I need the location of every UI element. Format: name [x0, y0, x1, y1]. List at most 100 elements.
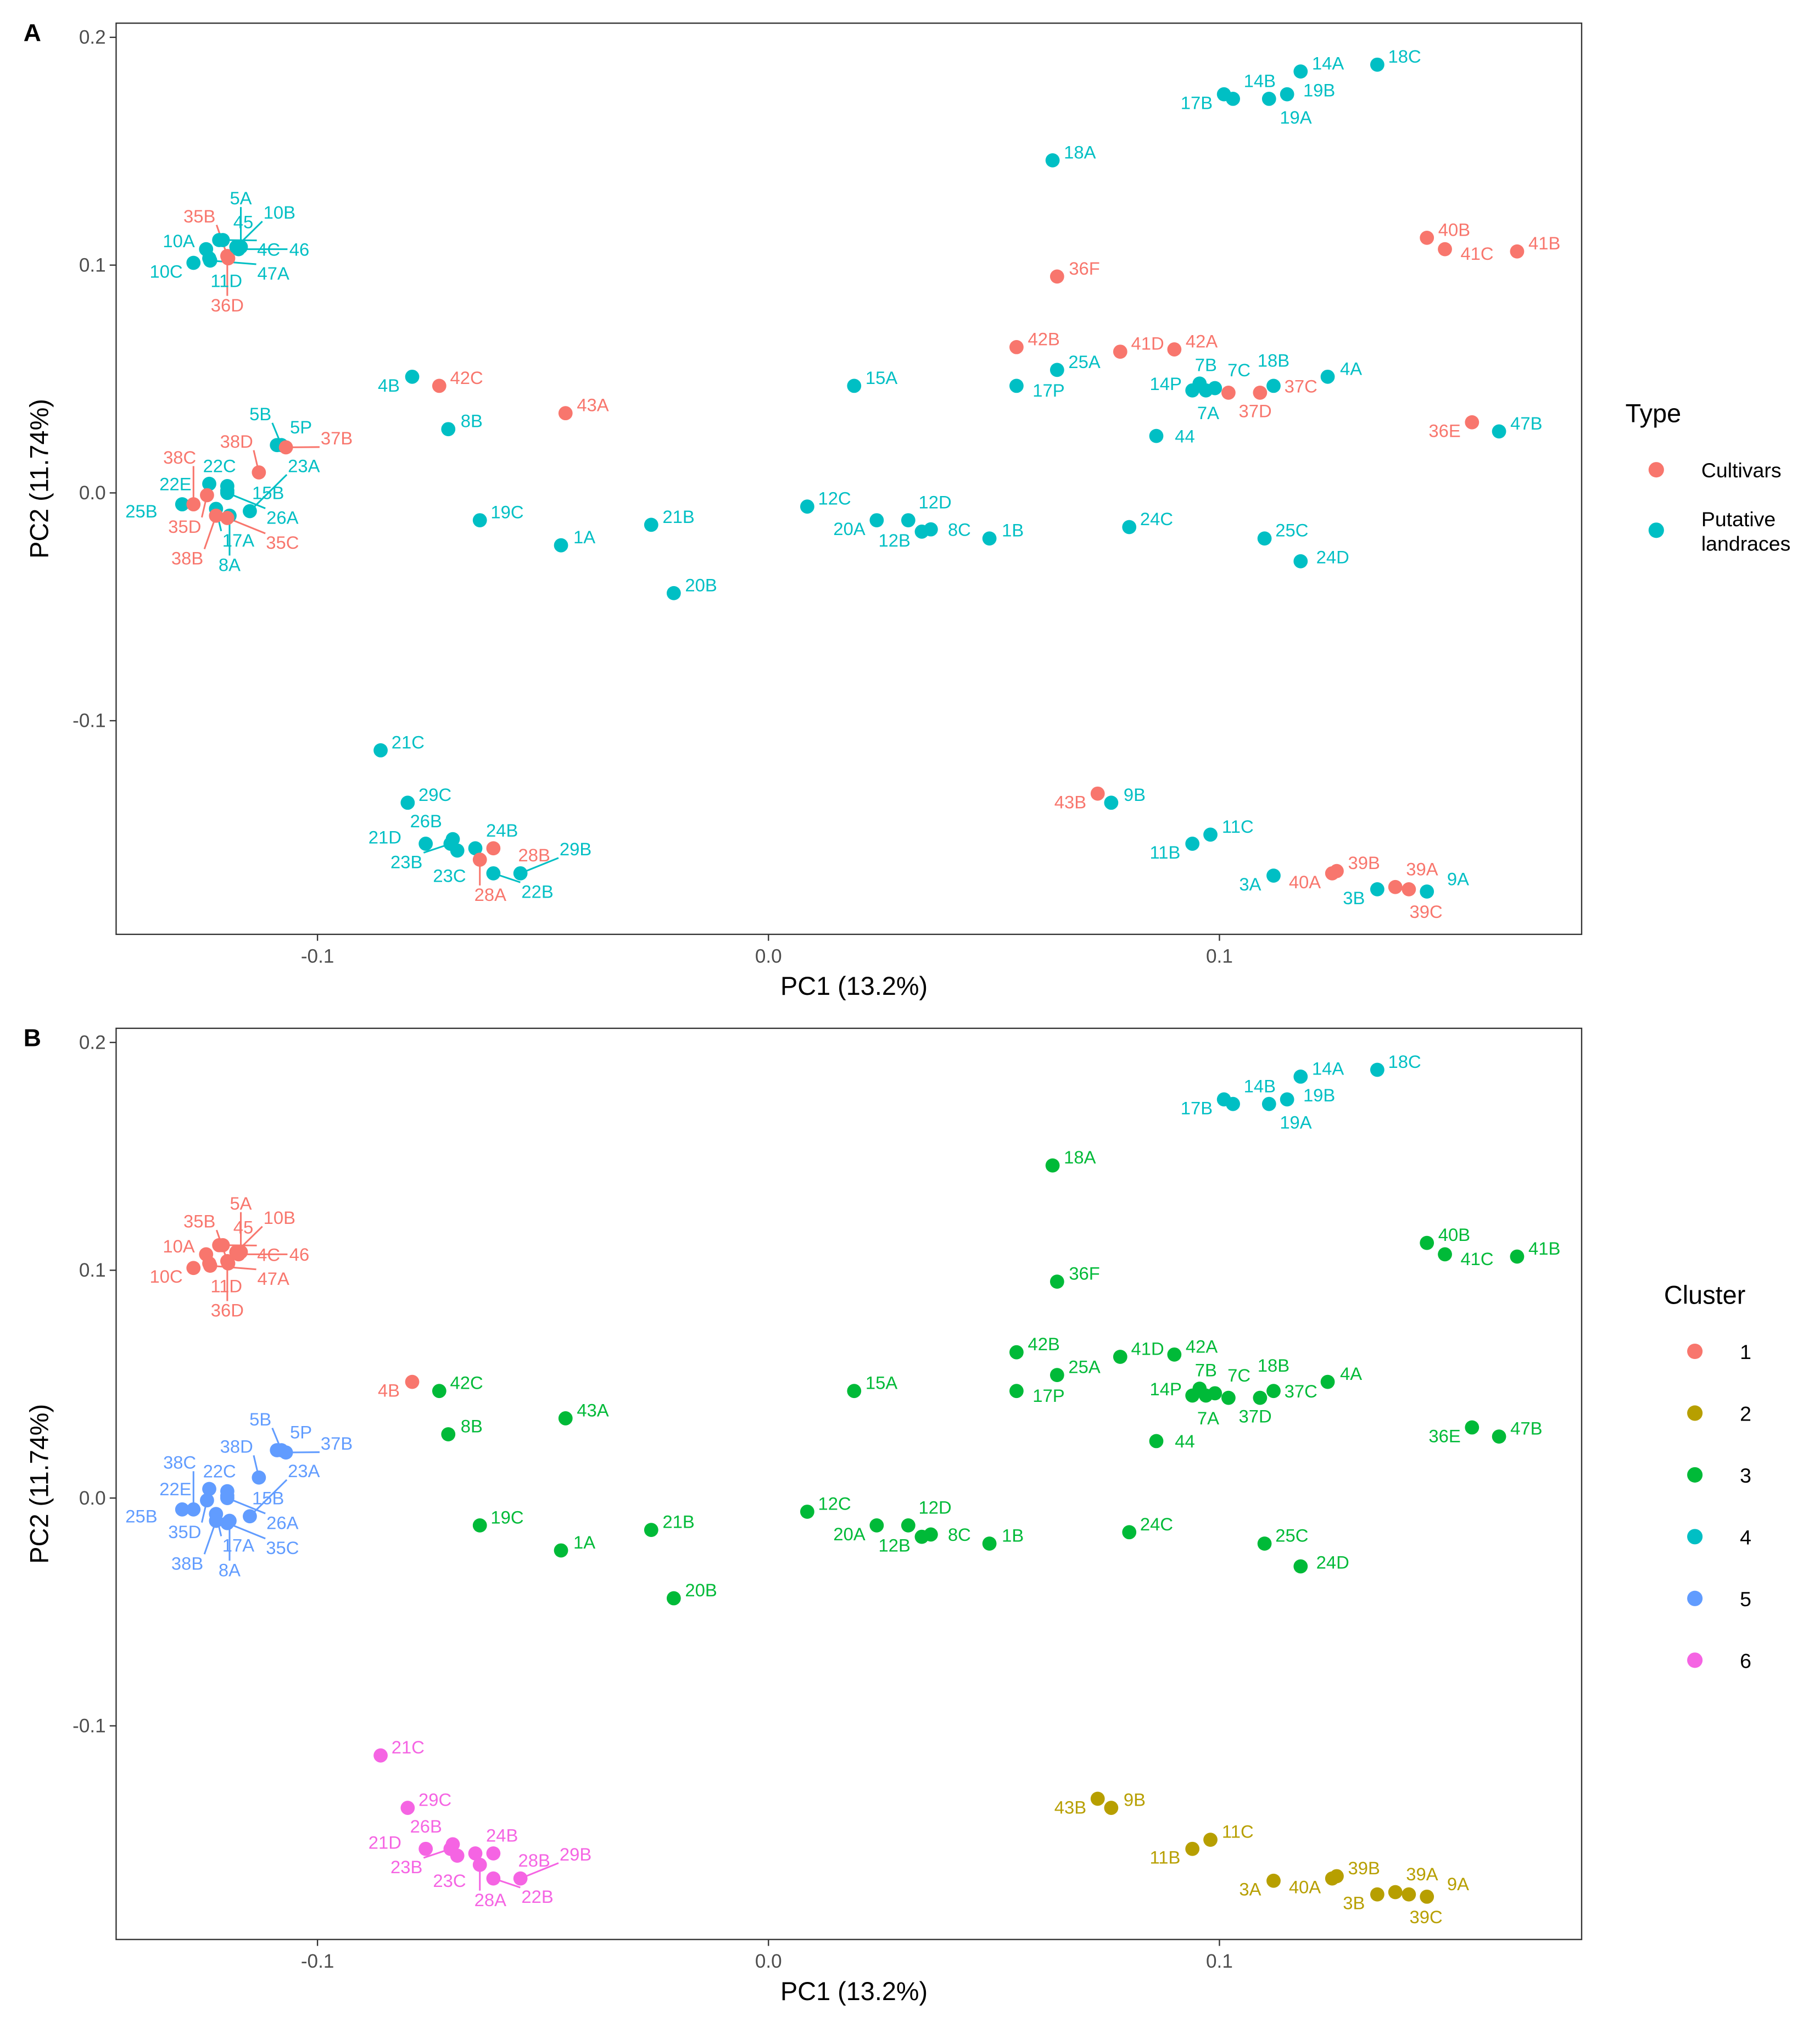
point-label-11D: 11D [210, 270, 242, 291]
point-label-14B: 14B [1244, 70, 1276, 91]
data-point-21B [644, 517, 658, 532]
data-point-41C [1438, 242, 1452, 257]
data-point-38B [209, 508, 224, 523]
legend-label: Cultivars [1701, 459, 1782, 482]
data-point-43A [558, 406, 573, 421]
point-label-8A: 8A [219, 555, 241, 575]
point-label-22C: 22C [203, 1461, 236, 1481]
point-label-5A: 5A [230, 1193, 252, 1213]
point-label-39C: 39C [1409, 901, 1442, 922]
data-point-41B [1510, 1249, 1525, 1264]
point-label-17A: 17A [222, 530, 254, 550]
data-point-24B [468, 841, 483, 856]
data-point-47A [203, 1258, 217, 1273]
point-label-38C: 38C [163, 1452, 196, 1473]
point-label-7A: 7A [1197, 1408, 1219, 1428]
point-label-25C: 25C [1275, 520, 1308, 541]
data-point-23B [443, 837, 458, 851]
point-label-5B: 5B [249, 404, 271, 424]
data-point-18A [1045, 153, 1060, 168]
data-point-38C [186, 1502, 201, 1517]
point-label-38B: 38B [171, 1553, 203, 1573]
point-label-4C: 4C [257, 1244, 280, 1265]
legend-label: 1 [1740, 1340, 1751, 1363]
x-axis-title: PC1 (13.2%) [780, 1977, 928, 2006]
point-label-37D: 37D [1239, 1406, 1272, 1426]
y-tick-label: 0.1 [79, 254, 106, 276]
data-point-11C [1203, 1833, 1218, 1847]
data-point-36F [1049, 1274, 1064, 1289]
point-label-11D: 11D [210, 1276, 242, 1296]
data-point-20B [666, 1591, 681, 1606]
legend-label: landraces [1701, 532, 1790, 555]
data-point-14B [1226, 92, 1240, 106]
y-tick-label: -0.1 [72, 710, 106, 732]
plot-panel [115, 1027, 1583, 1940]
point-label-36F: 36F [1069, 1263, 1100, 1284]
point-label-21C: 21C [392, 732, 425, 752]
data-point-42A [1167, 342, 1182, 357]
point-label-19A: 19A [1280, 1112, 1311, 1133]
point-label-21C: 21C [392, 1737, 425, 1757]
point-label-38D: 38D [220, 431, 253, 452]
data-point-11C [1203, 827, 1218, 842]
point-label-41D: 41D [1131, 333, 1164, 354]
y-axis-title: PC2 (11.74%) [25, 399, 53, 559]
point-label-40A: 40A [1289, 1877, 1321, 1897]
data-point-24B [468, 1846, 483, 1861]
y-axis-title: PC2 (11.74%) [25, 1404, 53, 1564]
data-point-37B [278, 1445, 293, 1460]
data-point-41D [1113, 1350, 1127, 1364]
point-label-4A: 4A [1340, 358, 1362, 378]
data-point-9B [1104, 795, 1119, 810]
point-label-17B: 17B [1181, 1098, 1213, 1118]
point-label-42A: 42A [1186, 1336, 1218, 1356]
legend-title: Type [1626, 399, 1682, 427]
legend-key-5 [1687, 1590, 1703, 1606]
point-label-43A: 43A [577, 395, 608, 415]
point-label-4A: 4A [1340, 1363, 1362, 1384]
data-point-37B [278, 440, 293, 455]
data-point-5A [233, 240, 248, 254]
point-label-1A: 1A [573, 1532, 595, 1552]
data-point-22B [486, 866, 501, 881]
point-label-28A: 28A [474, 1890, 506, 1910]
data-point-40A [1325, 1871, 1339, 1886]
point-label-14A: 14A [1312, 53, 1344, 74]
data-point-36F [1049, 269, 1064, 284]
point-label-19B: 19B [1303, 80, 1335, 100]
point-label-11C: 11C [1222, 1822, 1254, 1842]
point-label-14P: 14P [1150, 1379, 1182, 1399]
point-label-15B: 15B [252, 483, 284, 503]
data-point-43A [558, 1411, 573, 1425]
data-point-7A [1185, 383, 1200, 398]
data-point-41C [1438, 1247, 1452, 1262]
point-label-12B: 12B [879, 1535, 911, 1556]
point-label-35D: 35D [168, 1522, 201, 1542]
data-point-37C [1253, 385, 1268, 400]
data-point-42B [1009, 340, 1024, 354]
point-label-42A: 42A [1186, 331, 1218, 352]
point-label-40B: 40B [1438, 1224, 1470, 1245]
data-point-21B [644, 1523, 658, 1538]
point-label-42B: 42B [1028, 328, 1059, 349]
point-label-23A: 23A [288, 455, 320, 476]
point-label-39C: 39C [1409, 1907, 1442, 1927]
data-point-18C [1370, 57, 1384, 72]
leader-line-23A [249, 1479, 288, 1517]
legend-label: 2 [1740, 1402, 1751, 1425]
point-label-18A: 18A [1064, 1147, 1096, 1167]
data-point-18B [1266, 378, 1281, 393]
point-label-37C: 37C [1285, 1381, 1317, 1401]
data-point-3A [1266, 1873, 1281, 1888]
point-label-20A: 20A [833, 1524, 865, 1544]
legend-label: 5 [1740, 1588, 1751, 1611]
data-point-41D [1113, 344, 1127, 359]
data-point-24C [1122, 520, 1137, 534]
point-label-19C: 19C [490, 502, 523, 522]
x-tick-label: 0.1 [1206, 945, 1233, 967]
point-label-28B: 28B [518, 1850, 550, 1870]
point-label-23B: 23B [390, 851, 422, 872]
point-label-22E: 22E [159, 474, 191, 494]
point-label-18C: 18C [1388, 46, 1421, 66]
